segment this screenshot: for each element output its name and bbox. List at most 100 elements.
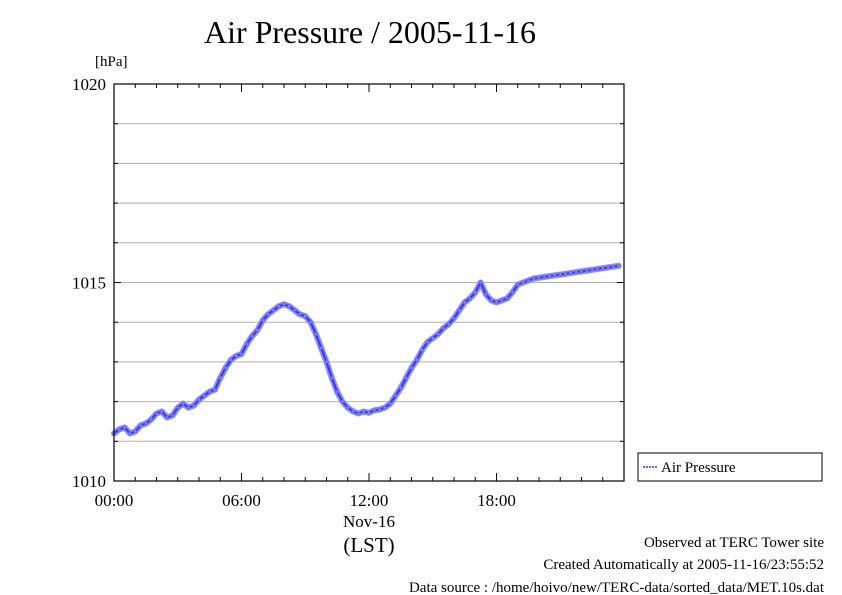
data-point [260,318,265,323]
data-point [292,308,297,313]
x-tick-label: 06:00 [222,491,261,510]
data-point [547,274,552,278]
data-point [117,427,122,432]
data-point [144,421,148,426]
data-point [606,265,610,270]
data-point [197,397,201,402]
created-note: Created Automatically at 2005-11-16/23:5… [543,557,824,573]
data-point [383,405,387,410]
site-note: Observed at TERC Tower site [643,535,824,551]
data-point [574,270,579,275]
data-point [282,302,286,307]
data-point [510,290,515,295]
data-point [601,266,605,271]
x-tick-label: 18:00 [477,491,516,510]
data-point [595,267,600,271]
x-axis-label: (LST) [343,533,394,557]
data-point [616,263,621,268]
data-point [271,308,276,313]
data-point [409,366,414,370]
data-point [420,348,424,352]
data-point [393,393,398,398]
data-point [250,334,254,338]
x-date-label: Nov-16 [343,512,395,531]
data-point [234,354,238,358]
data-point [191,403,196,408]
data-point [122,425,127,430]
data-point [351,409,355,414]
data-point [516,282,520,287]
data-point [239,352,244,356]
data-point [452,316,456,321]
data-point [154,411,159,416]
data-point [340,399,345,404]
data-point [255,328,260,332]
data-point [579,269,584,274]
data-point [499,298,504,303]
data-point [133,429,138,434]
grid-lines [114,123,624,442]
data-point [244,342,249,346]
data-point [356,411,361,416]
data-point [489,298,494,303]
data-point [372,408,377,413]
data-point [276,304,281,309]
data-point [175,405,180,410]
chart-title: Air Pressure / 2005-11-16 [203,14,537,50]
y-tick-label: 1020 [72,75,106,94]
data-point [526,278,531,283]
data-point [303,314,308,319]
data-point [388,401,393,406]
data-point [494,300,499,305]
data-point [377,407,382,412]
x-tick-label: 00:00 [95,491,134,510]
data-point [531,276,536,281]
data-point [553,273,557,278]
data-point [202,393,207,398]
data-point [223,366,228,370]
data-point [430,336,435,340]
data-point [266,312,270,317]
data-point [138,423,143,428]
data-point [462,300,467,305]
data-point [207,389,212,394]
data-point [468,296,472,301]
data-point [229,358,233,362]
data-point [611,264,616,269]
data-point [473,290,478,295]
data-point [314,332,318,336]
data-point [170,413,175,418]
data-point [542,275,547,279]
data-point [563,271,568,276]
data-point [308,320,313,325]
series-layer [111,262,622,437]
data-point [298,312,302,317]
source-note: Data source : /home/hoivo/new/TERC-data/… [408,580,824,595]
data-point [404,375,409,380]
data-point [446,322,451,327]
y-axis-unit: [hPa] [95,54,128,70]
data-point [181,401,185,406]
data-point [345,405,350,410]
data-point [186,405,191,410]
data-point [128,431,132,436]
data-point [361,409,366,414]
x-tick-label: 12:00 [350,491,389,510]
axis-ticks: 1010 1015 1020 00:00 06:00 12:00 18:00 Nov-16 (L… [72,75,625,557]
data-point [319,346,324,350]
data-point [149,417,153,422]
y-tick-label: 1010 [72,472,106,491]
data-point [521,280,525,285]
data-point [414,358,419,362]
legend-label: Air Pressure [661,460,736,476]
data-point [324,360,329,364]
data-point [287,304,292,309]
data-point [425,340,430,344]
data-point [335,389,339,394]
legend: Air Pressure [637,452,823,482]
legend-box [637,452,823,482]
data-point [558,272,563,277]
data-point [590,267,594,272]
